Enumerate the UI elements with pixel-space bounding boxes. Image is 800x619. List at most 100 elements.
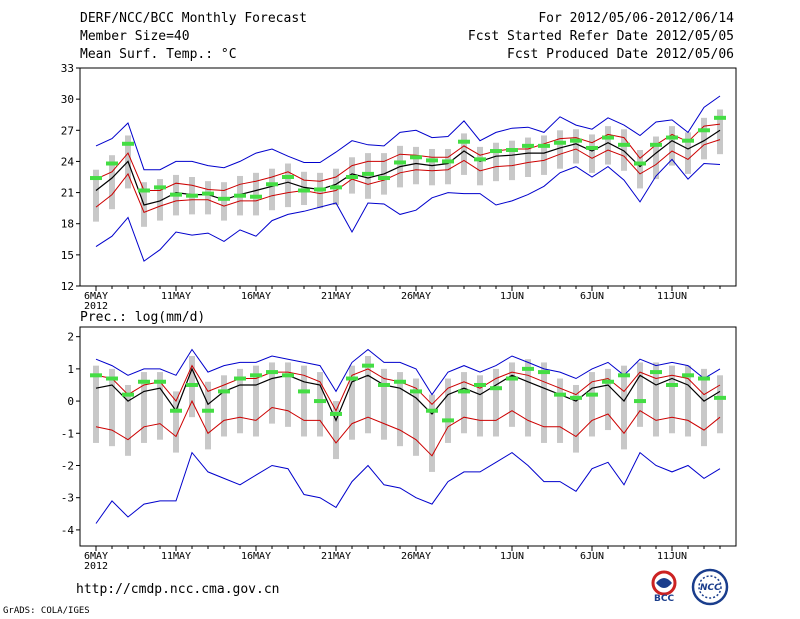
prec-title: Prec.: log(mm/d) [80, 310, 205, 325]
member-mark [314, 399, 326, 404]
spread-bar [509, 362, 515, 427]
fcst-produced-date: Fcst Produced Date 2012/05/06 [507, 47, 734, 62]
member-mark [106, 376, 118, 381]
spread-bar [685, 365, 691, 437]
spread-bar [413, 146, 419, 185]
spread-bar [301, 365, 307, 437]
ensemble-mean-line-0 [95, 129, 721, 206]
y-tick-label-0: 27 [61, 124, 74, 137]
member-mark [634, 161, 646, 166]
variable-label: Mean Surf. Temp.: °C [80, 47, 237, 62]
member-mark [330, 411, 342, 416]
spread-bar [669, 126, 675, 166]
member-mark [154, 185, 166, 190]
member-mark [554, 392, 566, 397]
x-tick-label-0: 11JUN [657, 291, 687, 302]
spread-bar [429, 148, 435, 186]
y-tick-label-0: 30 [61, 93, 74, 106]
member-mark [714, 115, 726, 120]
member-mark [554, 140, 566, 145]
x-tick-label-0: 6MAY [84, 291, 108, 302]
spread-bar [397, 372, 403, 447]
member-mark [138, 188, 150, 193]
x-tick-label-0: 16MAY [241, 291, 271, 302]
chart-title: DERF/NCC/BCC Monthly Forecast [80, 11, 307, 26]
spread-bar [653, 136, 659, 180]
member-mark [442, 418, 454, 423]
member-mark [170, 408, 182, 413]
member-mark [90, 373, 102, 378]
bcc-logo-text: BCC [654, 594, 675, 604]
y-tick-label-1: -2 [61, 459, 74, 472]
x-tick-label-1: 11JUN [657, 551, 687, 562]
spread-bar [253, 365, 259, 437]
spread-bar [637, 150, 643, 189]
x-tick-label-1: 1JUN [500, 551, 524, 562]
member-mark [106, 161, 118, 166]
member-mark [266, 182, 278, 187]
spread-bar [445, 148, 451, 185]
spread-bar [557, 130, 563, 169]
ncc-logo-text: NCC [700, 583, 721, 593]
member-mark [90, 176, 102, 181]
member-mark [490, 149, 502, 154]
x-tick-label-0: 1JUN [500, 291, 524, 302]
spread-bar [221, 375, 227, 437]
upper-spread-line-1 [95, 364, 721, 412]
member-mark [346, 376, 358, 381]
forecast-period: For 2012/05/06-2012/06/14 [538, 11, 734, 26]
spread-bar [525, 359, 531, 437]
spread-bar [269, 168, 275, 211]
member-mark [266, 370, 278, 375]
member-mark [586, 145, 598, 150]
spread-bar [621, 365, 627, 450]
spread-bar [669, 365, 675, 434]
x-tick-label-0: 6JUN [580, 291, 604, 302]
member-mark [346, 175, 358, 179]
member-mark [154, 379, 166, 384]
spread-bar [557, 378, 563, 443]
x-tick-label-0: 11MAY [161, 291, 191, 302]
spread-bar [589, 372, 595, 437]
member-mark [698, 376, 710, 381]
y-tick-label-1: -3 [61, 492, 74, 505]
lower-spread-line-1 [95, 399, 721, 457]
member-mark [538, 370, 550, 375]
member-mark [394, 379, 406, 384]
spread-bar [285, 163, 291, 208]
spread-bar [413, 378, 419, 456]
member-mark [698, 128, 710, 133]
spread-bar [717, 109, 723, 155]
member-mark [522, 143, 534, 148]
member-mark [506, 148, 518, 153]
spread-bar [205, 381, 211, 450]
spread-bar [93, 365, 99, 443]
spread-bar [653, 362, 659, 437]
spread-bar [301, 171, 307, 206]
member-mark [426, 158, 438, 163]
member-mark [330, 185, 342, 190]
y-tick-label-0: 15 [61, 249, 74, 262]
member-mark [170, 192, 182, 197]
x-tick-label-1: 11MAY [161, 551, 191, 562]
spread-bar [461, 372, 467, 434]
x-tick-label-0: 2012 [84, 301, 108, 312]
member-mark [362, 171, 374, 176]
member-mark [586, 392, 598, 397]
member-mark [378, 176, 390, 181]
spread-bar [605, 368, 611, 431]
y-tick-label-0: 12 [61, 280, 74, 293]
spread-bar [637, 362, 643, 427]
member-mark [570, 138, 582, 143]
bcc-logo [651, 570, 677, 596]
member-mark [602, 379, 614, 384]
fcst-started-date: Fcst Started Refer Date 2012/05/05 [467, 29, 734, 44]
spread-bar [685, 132, 691, 174]
y-tick-label-0: 21 [61, 187, 74, 200]
member-mark [138, 379, 150, 384]
member-mark [410, 155, 422, 160]
member-mark [714, 395, 726, 400]
spread-bar [461, 133, 467, 175]
x-tick-label-1: 16MAY [241, 551, 271, 562]
